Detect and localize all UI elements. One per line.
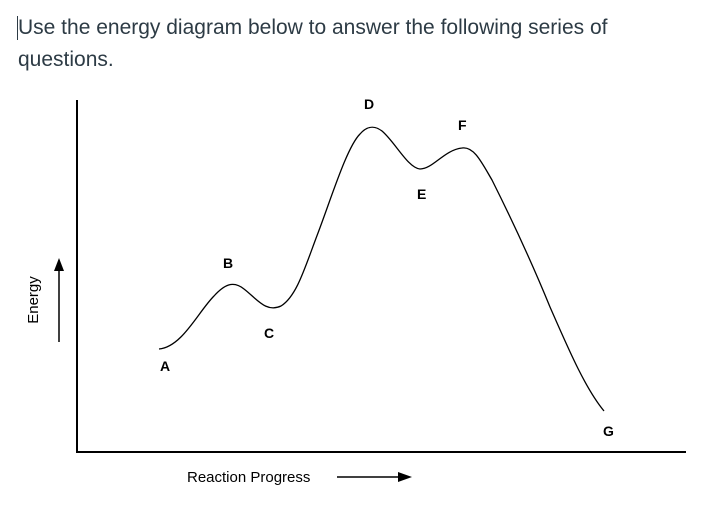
y-axis-label: Energy [25, 276, 42, 324]
point-label-d: D [364, 96, 374, 112]
energy-curve [158, 126, 605, 412]
x-axis-label: Reaction Progress [187, 469, 310, 486]
energy-arrow-head-icon [54, 258, 64, 271]
question-text-block: Use the energy diagram below to answer t… [17, 12, 658, 76]
point-label-b: B [223, 255, 233, 271]
point-label-g: G [603, 423, 614, 439]
question-text: Use the energy diagram below to answer t… [18, 16, 608, 71]
point-label-e: E [417, 186, 426, 202]
text-cursor [17, 16, 18, 40]
point-label-c: C [264, 325, 274, 341]
point-label-a: A [160, 358, 170, 374]
progress-arrow-head-icon [398, 472, 412, 482]
point-label-f: F [458, 117, 467, 133]
